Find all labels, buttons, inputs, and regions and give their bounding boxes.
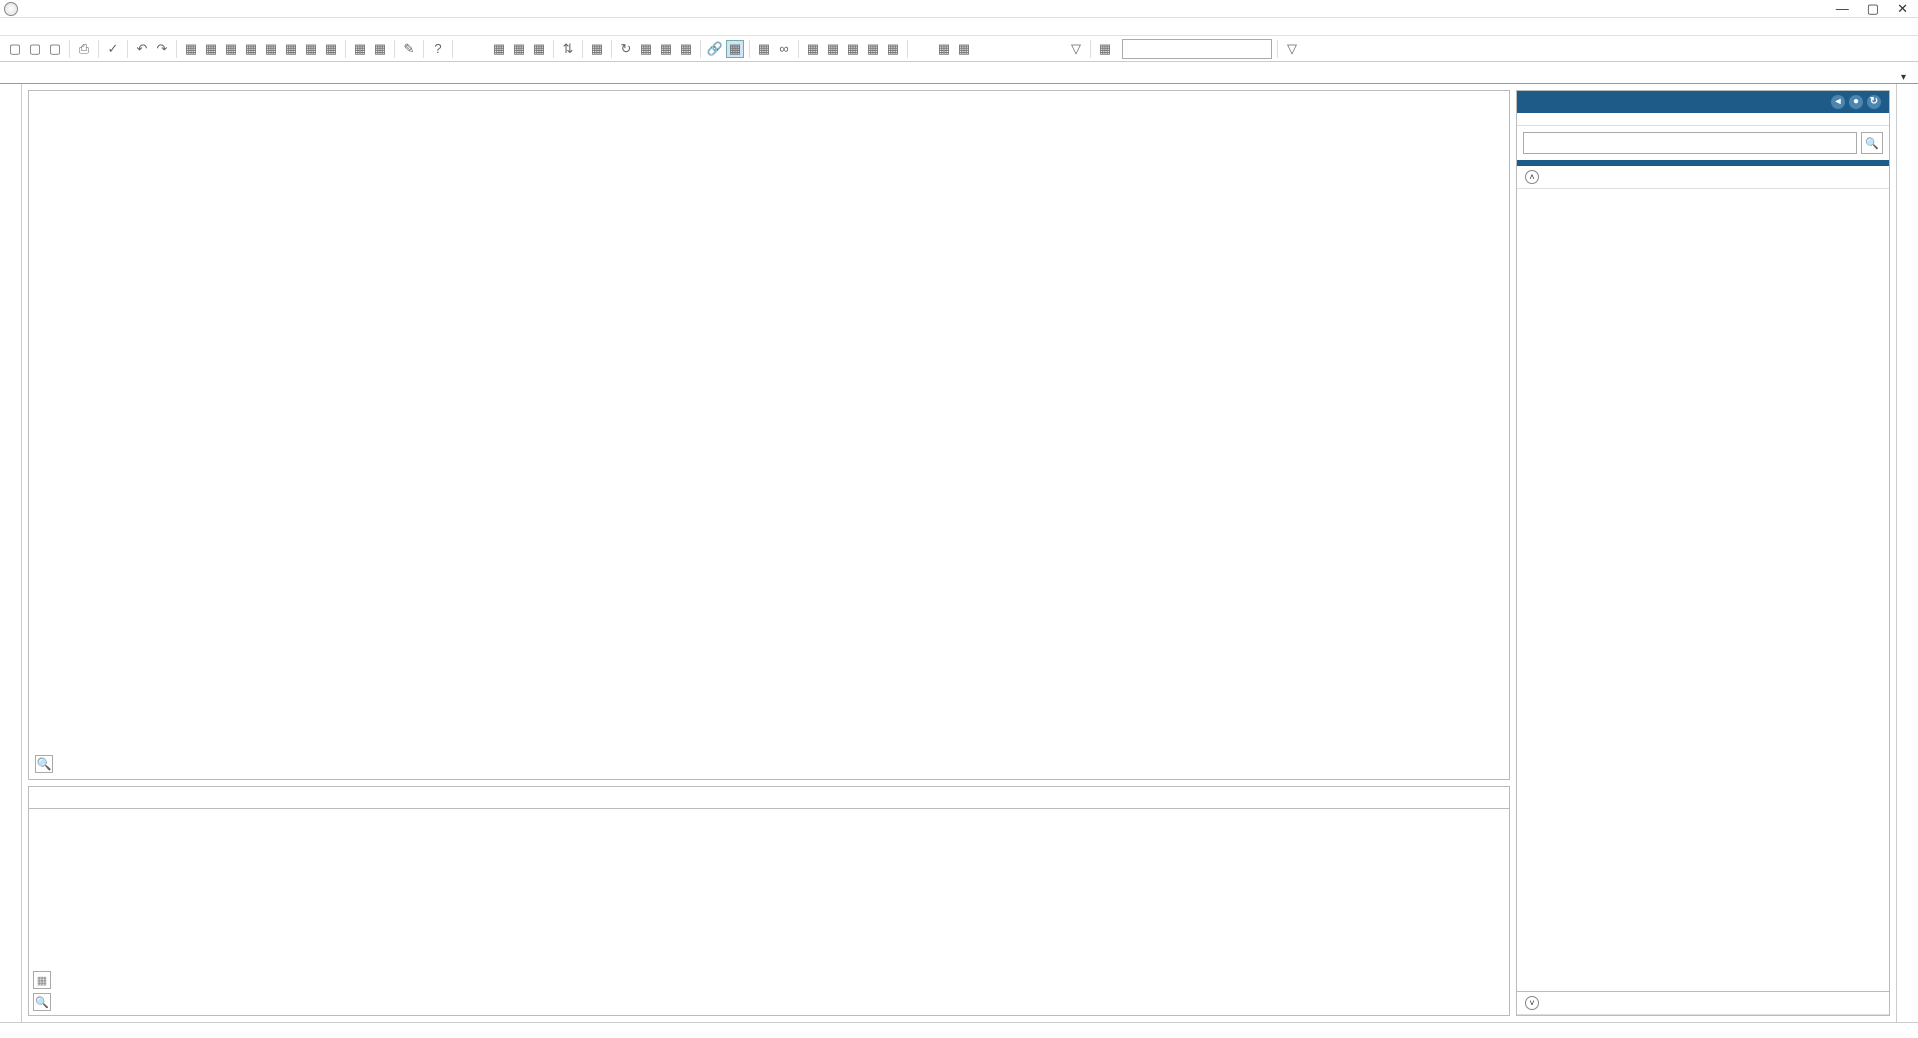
- grid-icon[interactable]: ▦: [182, 40, 200, 58]
- chart-panel: ▦ 🔍: [28, 786, 1510, 1016]
- paint-icon[interactable]: ✎: [400, 40, 418, 58]
- open-icon[interactable]: ▢: [26, 40, 44, 58]
- t14-icon[interactable]: ▦: [844, 40, 862, 58]
- t9-icon[interactable]: ▦: [677, 40, 695, 58]
- order-title: [1517, 113, 1889, 126]
- grid6-icon[interactable]: ▦: [282, 40, 300, 58]
- filter-select[interactable]: [1122, 39, 1272, 59]
- grid7-icon[interactable]: ▦: [302, 40, 320, 58]
- t6-icon[interactable]: ↻: [617, 40, 635, 58]
- close-button[interactable]: ✕: [1897, 1, 1908, 17]
- prev-icon[interactable]: ◂: [1831, 95, 1845, 109]
- search-input[interactable]: [1523, 132, 1857, 154]
- right-rail: [1896, 84, 1918, 1022]
- redo-icon[interactable]: ↷: [153, 40, 171, 58]
- check-icon[interactable]: ✓: [104, 40, 122, 58]
- grid9-icon[interactable]: ▦: [351, 40, 369, 58]
- search-button[interactable]: 🔍: [1861, 132, 1883, 154]
- grid5-icon[interactable]: ▦: [262, 40, 280, 58]
- chevron-down-icon: ˅: [1525, 996, 1539, 1010]
- t1-icon[interactable]: ▦: [490, 40, 508, 58]
- filter3-icon[interactable]: ▽: [1283, 40, 1301, 58]
- filter-icon[interactable]: ▽: [1067, 40, 1085, 58]
- infinity-icon[interactable]: ∞: [775, 40, 793, 58]
- next-icon[interactable]: ●: [1849, 95, 1863, 109]
- works-order-panel: ◂ ● ↻ 🔍 ˄ ˅: [1516, 84, 1896, 1022]
- unused-materials-header[interactable]: ˅: [1517, 991, 1889, 1015]
- grid8-icon[interactable]: ▦: [322, 40, 340, 58]
- title-bar: — ▢ ✕: [0, 0, 1918, 18]
- link-icon[interactable]: 🔗: [706, 40, 724, 58]
- t12-icon[interactable]: ▦: [804, 40, 822, 58]
- minimize-button[interactable]: —: [1836, 1, 1849, 17]
- t3-icon[interactable]: ▦: [530, 40, 548, 58]
- help-icon[interactable]: ?: [429, 40, 447, 58]
- toolbar: ▢ ▢ ▢ ⎙ ✓ ↶ ↷ ▦ ▦ ▦ ▦ ▦ ▦ ▦ ▦ ▦ ▦ ✎ ? ▦ …: [0, 36, 1918, 62]
- chart-tabs: [29, 787, 1509, 809]
- window-buttons: — ▢ ✕: [1836, 1, 1914, 17]
- filter2-icon[interactable]: ▦: [1096, 40, 1114, 58]
- t16-icon[interactable]: ▦: [884, 40, 902, 58]
- tab-menu-icon[interactable]: ▾: [1897, 72, 1910, 83]
- panel-header: ◂ ● ↻: [1517, 91, 1889, 113]
- left-rail: [0, 84, 22, 1022]
- chart-zoom-icon[interactable]: 🔍: [33, 993, 51, 1011]
- save-icon[interactable]: ▢: [46, 40, 64, 58]
- refresh-icon[interactable]: ↻: [1867, 95, 1881, 109]
- grid2-icon[interactable]: ▦: [202, 40, 220, 58]
- maximize-button[interactable]: ▢: [1867, 1, 1879, 17]
- t10-icon[interactable]: ▦: [726, 40, 744, 58]
- new-icon[interactable]: ▢: [6, 40, 24, 58]
- zoom-icon[interactable]: 🔍: [35, 755, 53, 773]
- chevron-up-icon: ˄: [1525, 170, 1539, 184]
- t2-icon[interactable]: ▦: [510, 40, 528, 58]
- shortages-header[interactable]: ˄: [1517, 166, 1889, 189]
- t8-icon[interactable]: ▦: [657, 40, 675, 58]
- grid3-icon[interactable]: ▦: [222, 40, 240, 58]
- document-tabs: ▾: [0, 62, 1918, 84]
- chart-opts-icon[interactable]: ▦: [33, 971, 51, 989]
- t5-icon[interactable]: ▦: [588, 40, 606, 58]
- t13-icon[interactable]: ▦: [824, 40, 842, 58]
- material-diagram: 🔍: [28, 90, 1510, 780]
- app-icon: [4, 2, 18, 16]
- grid4-icon[interactable]: ▦: [242, 40, 260, 58]
- t15-icon[interactable]: ▦: [864, 40, 882, 58]
- t4-icon[interactable]: ⇅: [559, 40, 577, 58]
- line-chart: [61, 815, 1501, 1013]
- t11-icon[interactable]: ▦: [755, 40, 773, 58]
- menu-bar: [0, 18, 1918, 36]
- print-icon[interactable]: ⎙: [75, 40, 93, 58]
- grid10-icon[interactable]: ▦: [371, 40, 389, 58]
- t17-icon[interactable]: ▦: [935, 40, 953, 58]
- t18-icon[interactable]: ▦: [955, 40, 973, 58]
- status-bar: [0, 1022, 1918, 1038]
- undo-icon[interactable]: ↶: [133, 40, 151, 58]
- t7-icon[interactable]: ▦: [637, 40, 655, 58]
